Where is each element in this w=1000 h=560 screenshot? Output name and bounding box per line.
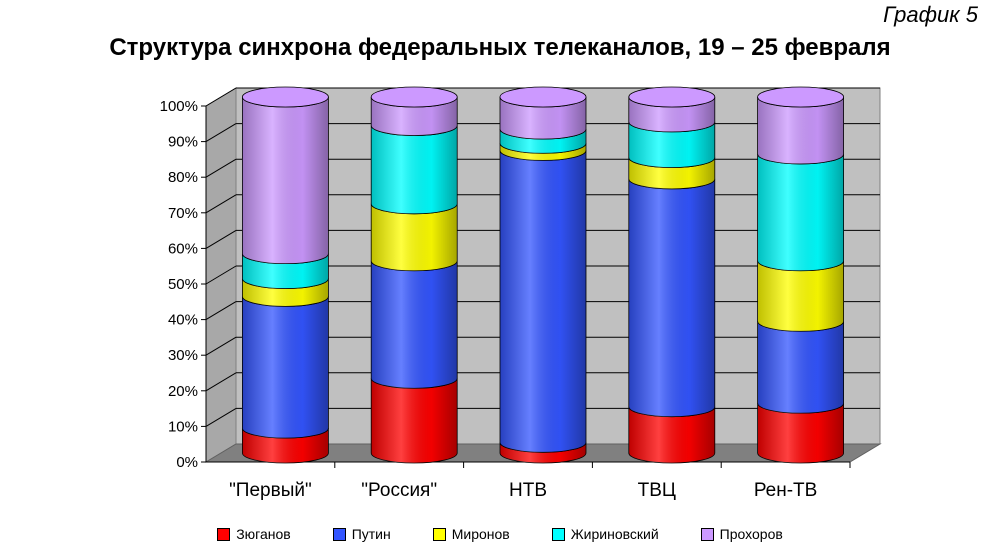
bar-segment — [628, 86, 716, 133]
legend-item: Жириновский — [551, 526, 659, 542]
gridline-side — [205, 301, 237, 321]
legend-label: Жириновский — [570, 526, 659, 542]
x-tick-label: ТВЦ — [638, 480, 676, 501]
y-tick-label: 20% — [168, 383, 198, 400]
bar-segment — [628, 406, 716, 464]
bar-shading — [628, 406, 715, 463]
y-tick-label: 0% — [176, 454, 198, 471]
bar-shading — [757, 321, 844, 414]
bar-top-cap — [370, 86, 458, 108]
y-tick-label: 70% — [168, 205, 198, 222]
bar-top-cap — [628, 86, 716, 108]
legend-swatch — [217, 527, 231, 541]
bar-segment — [370, 86, 458, 136]
bar-segment — [370, 378, 458, 464]
bar-shading — [242, 97, 329, 264]
bar-top-cap — [241, 86, 329, 108]
bar-shading — [500, 129, 586, 154]
y-tick-label: 100% — [160, 98, 198, 115]
bar-segment — [242, 296, 329, 439]
bar-segment — [757, 86, 844, 165]
legend-item: Миронов — [432, 526, 510, 542]
stacked-cylinder-chart: 0% 10% 20% 30% 40% 50% 60% 70% 80% 90% 100% "Первый… — [160, 86, 882, 501]
legend-swatch — [432, 527, 446, 541]
bar-segment — [370, 203, 458, 272]
bar-shading — [371, 378, 458, 463]
legend-label: Миронов — [451, 526, 510, 542]
legend: Зюганов Путин Миронов Жириновский Прохоров — [0, 526, 1000, 542]
bar-segment — [370, 125, 458, 215]
y-tick-label: 30% — [168, 347, 198, 364]
bar-segment — [241, 86, 329, 265]
gridline-side — [205, 229, 237, 249]
bar-shading — [242, 278, 329, 307]
bar-shading — [628, 157, 715, 189]
y-tick-label: 10% — [168, 418, 198, 435]
bar-shading — [757, 260, 844, 332]
legend-label: Прохоров — [719, 526, 783, 542]
x-tick-label: "Первый" — [229, 480, 312, 501]
bar-segment — [499, 86, 587, 140]
bar-shading — [757, 97, 844, 164]
legend-label: Зюганов — [236, 526, 291, 542]
bar-shading — [628, 121, 715, 168]
legend-swatch — [551, 527, 565, 541]
gridline-side — [205, 336, 237, 356]
bar-shading — [371, 260, 458, 389]
bar-shading — [500, 143, 586, 161]
x-tick-label: "Россия" — [361, 480, 437, 501]
bar-top-cap — [499, 86, 587, 108]
bar-shading — [500, 97, 586, 140]
y-tick-label: 80% — [168, 169, 198, 186]
bar-shading — [242, 296, 329, 439]
bar-segment — [757, 403, 844, 464]
gridline-side — [205, 265, 237, 285]
bar-top-cap — [757, 86, 844, 108]
legend-item: Прохоров — [700, 526, 783, 542]
bar-shading — [371, 97, 458, 136]
legend-item: Путин — [332, 526, 391, 542]
legend-label: Путин — [351, 526, 391, 542]
x-tick-label: НТВ — [509, 480, 547, 501]
bar-segment — [628, 178, 716, 418]
gridline-side — [205, 123, 237, 143]
bar-segment — [757, 153, 844, 272]
bar-shading — [757, 403, 844, 463]
bar-segment — [757, 260, 844, 332]
bar-segment — [370, 260, 458, 389]
bar-segment — [628, 121, 716, 168]
bar-shading — [500, 150, 586, 453]
legend-swatch — [332, 527, 346, 541]
chart-title: Структура синхрона федеральных телеканал… — [109, 34, 891, 61]
bar-segment — [757, 321, 844, 414]
bar-shading — [628, 178, 715, 417]
bar-shading — [371, 125, 458, 214]
legend-swatch — [700, 527, 714, 541]
bar-shading — [757, 153, 844, 271]
gridline-side — [205, 194, 237, 214]
y-tick-label: 90% — [168, 134, 198, 151]
gridline-side — [205, 372, 237, 392]
y-tick-label: 60% — [168, 240, 198, 257]
y-tick-label: 50% — [168, 276, 198, 293]
figure-caption: График 5 — [883, 2, 978, 27]
bar-shading — [371, 203, 458, 271]
x-tick-label: Рен-ТВ — [754, 480, 818, 501]
gridline-side — [205, 407, 237, 427]
y-tick-label: 40% — [168, 312, 198, 329]
legend-item: Зюганов — [217, 526, 291, 542]
bar-segment — [499, 150, 587, 453]
gridline-side — [205, 158, 237, 178]
gridline-side — [205, 87, 237, 107]
